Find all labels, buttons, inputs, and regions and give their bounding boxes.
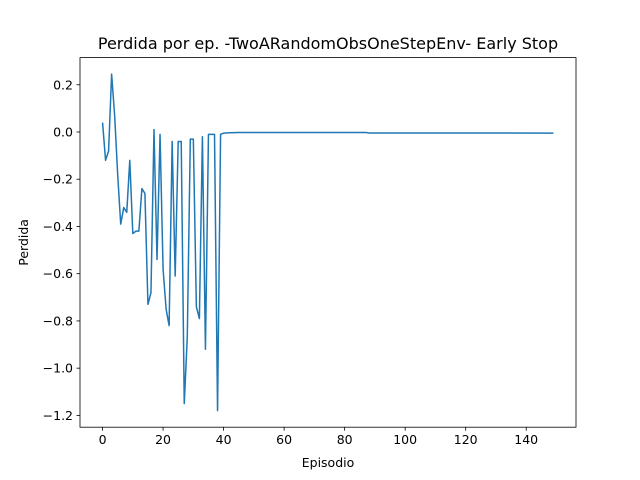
y-tick-label: 0.0 [53,124,73,139]
y-tick-label: −0.4 [43,219,73,234]
y-tick-label: −1.0 [43,361,73,376]
y-axis-ticks: 0.2 0.0 −0.2 −0.4 −0.6 −0.8 −1.0 −1.2 [43,77,80,423]
y-axis-label: Perdida [16,219,31,266]
x-tick-label: 60 [276,432,292,447]
y-tick-label: −1.2 [43,408,73,423]
x-axis-label: Episodio [302,455,355,470]
x-tick-label: 20 [155,432,171,447]
x-tick-label: 0 [99,432,107,447]
x-tick-label: 80 [337,432,353,447]
series-line [101,73,554,412]
x-tick-label: 120 [454,432,478,447]
chart-title: Perdida por ep. -TwoARandomObsOneStepEnv… [98,34,558,53]
y-tick-label: −0.8 [43,313,73,328]
plot-frame [79,57,577,428]
x-axis-ticks: 0 20 40 60 80 100 120 140 [99,427,538,447]
x-tick-label: 140 [514,432,538,447]
y-tick-label: 0.2 [53,77,73,92]
y-tick-label: −0.6 [43,266,73,281]
y-tick-label: −0.2 [43,172,73,187]
x-tick-label: 100 [393,432,417,447]
x-tick-label: 40 [216,432,232,447]
